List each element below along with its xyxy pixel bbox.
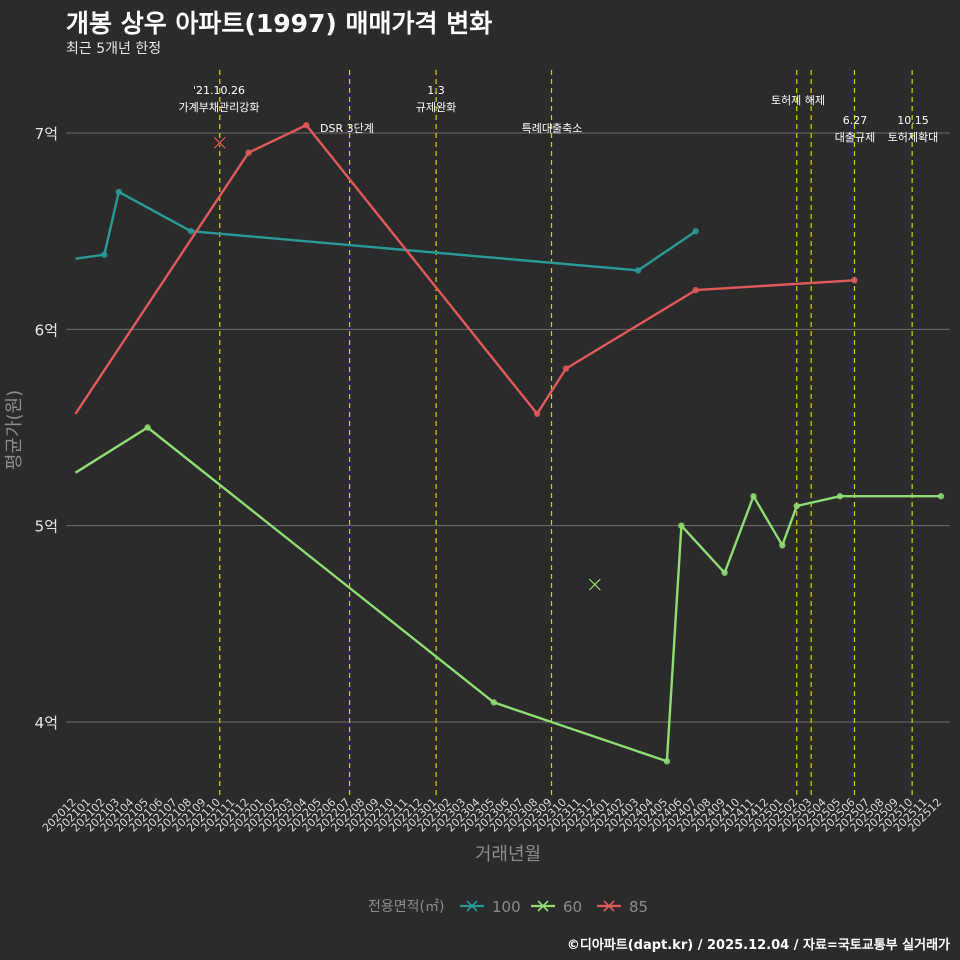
legend-key-x	[466, 900, 478, 912]
y-axis-title: 평균가(원)	[4, 390, 25, 470]
legend-label: 60	[563, 898, 582, 916]
data-point-60	[793, 502, 800, 510]
x-marker-stroke	[588, 578, 601, 591]
data-point-60	[836, 493, 844, 500]
chart-caption: ©디아파트(dapt.kr) / 2025.12.04 / 자료=국토교통부 실…	[566, 938, 950, 953]
x-marker-85	[213, 136, 227, 150]
data-point-100	[115, 188, 122, 196]
legend-item-85: 85	[597, 898, 648, 916]
data-point-85	[562, 365, 570, 372]
event-label: 10.15	[897, 114, 929, 127]
data-point-60	[678, 522, 685, 529]
legend-label: 100	[492, 898, 521, 916]
y-tick-label: 6억	[35, 321, 58, 339]
series-line-85	[74, 123, 855, 415]
y-tick-label: 7억	[35, 125, 58, 143]
event-label: '21.10.26	[193, 84, 245, 97]
event-label: DSR 3단계	[320, 122, 374, 135]
data-point-85	[303, 121, 310, 129]
event-label: 토허제 해제	[771, 93, 825, 107]
legend-title: 전용면적(㎡)	[368, 899, 444, 915]
event-label: 규제완화	[416, 101, 456, 114]
x-marker-60	[588, 578, 602, 591]
legend-item-60: 60	[531, 898, 582, 916]
legend-key-x	[603, 900, 615, 912]
series-line-100	[75, 190, 697, 272]
y-tick-label: 4억	[35, 714, 58, 732]
data-point-85	[851, 277, 858, 284]
data-point-100	[692, 227, 699, 235]
x-marker-stroke	[213, 136, 226, 149]
x-axis-title: 거래년월	[475, 844, 541, 865]
event-label: 토허제확대	[888, 131, 939, 144]
data-point-60	[490, 699, 498, 706]
event-label: 6.27	[843, 114, 868, 127]
event-label: 가계부채관리강화	[179, 101, 260, 114]
legend-item-100: 100	[460, 898, 521, 916]
y-tick-label: 5억	[35, 518, 58, 536]
data-point-85	[533, 410, 541, 417]
chart-title: 개봉 상우 아파트(1997) 매매가격 변화	[66, 9, 493, 38]
event-label: 특례대출축소	[522, 122, 583, 135]
legend-label: 85	[629, 898, 648, 916]
event-label: 1.3	[427, 84, 445, 97]
data-point-100	[101, 251, 108, 258]
data-point-85	[692, 286, 699, 294]
data-point-60	[663, 758, 671, 765]
data-point-100	[187, 227, 195, 235]
legend-key-x	[537, 900, 549, 912]
data-point-60	[721, 569, 728, 576]
data-point-60	[750, 493, 757, 500]
event-label: 대출규제	[835, 131, 875, 144]
chart-subtitle: 최근 5개년 한정	[66, 41, 162, 57]
data-point-60	[937, 493, 945, 500]
data-point-100	[634, 267, 642, 274]
data-point-60	[779, 542, 786, 549]
data-point-60	[144, 424, 151, 431]
data-point-85	[245, 149, 252, 156]
